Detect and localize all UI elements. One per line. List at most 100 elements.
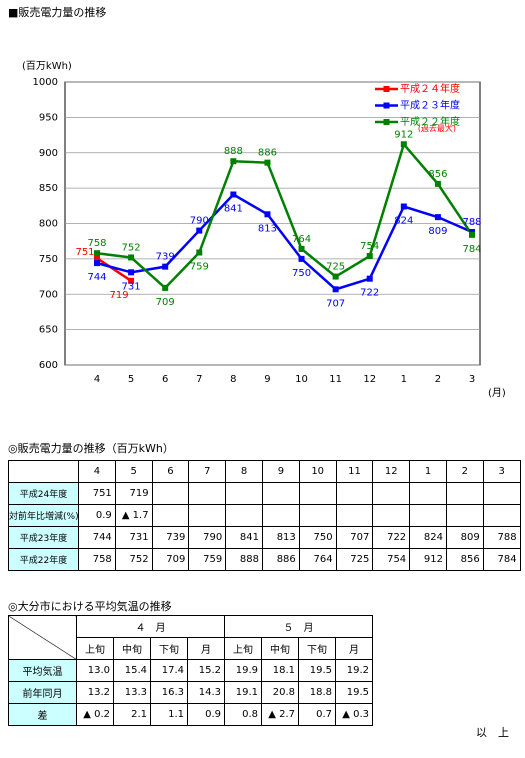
- period-cell: 月: [187, 637, 225, 660]
- data-point: [400, 141, 407, 148]
- table-cell: 18.8: [298, 681, 336, 704]
- data-point: [264, 159, 271, 166]
- table-cell: 790: [188, 526, 227, 549]
- header-cell: 10: [298, 460, 337, 483]
- header-cell: 7: [188, 460, 227, 483]
- row-label: 平均気温: [8, 659, 77, 682]
- data-point: [230, 158, 237, 165]
- legend-label: 平成２２年度: [400, 115, 460, 128]
- table-cell: 2.1: [113, 703, 151, 726]
- x-tick-label: 6: [162, 374, 168, 385]
- data-point: [366, 253, 373, 260]
- table-cell: 0.8: [224, 703, 262, 726]
- table-cell: [409, 504, 447, 527]
- x-tick-label: 3: [469, 374, 475, 385]
- table-cell: 809: [445, 526, 484, 549]
- series-line: [96, 192, 473, 291]
- table-cell: [298, 504, 337, 527]
- table-cell: [445, 504, 484, 527]
- footer: 以 上: [476, 726, 509, 739]
- legend-marker: [383, 86, 390, 92]
- table-cell: 19.2: [335, 659, 373, 682]
- x-tick-label: 7: [196, 374, 202, 385]
- table-cell: 19.5: [298, 659, 336, 682]
- table-cell: 19.5: [335, 681, 373, 704]
- legend-label: 平成２３年度: [400, 99, 460, 112]
- data-label: 764: [292, 234, 311, 245]
- data-label: 841: [224, 203, 243, 214]
- table-cell: 1.1: [150, 703, 188, 726]
- data-point: [434, 214, 441, 221]
- data-point: [162, 263, 169, 270]
- table-cell: [261, 482, 300, 505]
- data-label: 722: [360, 288, 379, 299]
- sales-table: 4 5 6 7 8 9 10 11 12 1 2 3 平成24年度 751 719 対前年比増減(%) 0.9 ▲…: [8, 460, 521, 571]
- x-tick-label: 9: [264, 374, 270, 385]
- data-label: 731: [122, 281, 141, 292]
- header-cell: 4: [78, 460, 116, 483]
- table-cell: [298, 482, 337, 505]
- period-cell: 中旬: [261, 637, 299, 660]
- legend-marker: [383, 119, 390, 125]
- data-label: 824: [394, 216, 413, 227]
- table-cell: ▲ 0.2: [76, 703, 114, 726]
- table-cell: 19.1: [224, 681, 262, 704]
- table-cell: 719: [114, 482, 153, 505]
- row-label: 対前年比増減(%): [8, 504, 79, 527]
- y-tick-label: 900: [39, 148, 58, 159]
- data-point: [128, 269, 135, 276]
- row-label: 平成23年度: [8, 526, 79, 549]
- table-cell: [445, 482, 484, 505]
- header-cell: 12: [372, 460, 411, 483]
- data-label: 707: [326, 298, 345, 309]
- legend-marker: [383, 102, 390, 109]
- table-cell: 788: [482, 526, 521, 549]
- table-cell: 0.9: [78, 504, 116, 527]
- data-label: 912: [394, 129, 413, 140]
- period-cell: 下旬: [298, 637, 336, 660]
- table-cell: 14.3: [187, 681, 225, 704]
- table-cell: 759: [188, 548, 227, 571]
- x-tick-label: 11: [329, 374, 342, 385]
- data-label: 709: [156, 297, 175, 308]
- period-cell: 下旬: [150, 637, 188, 660]
- temperature-table-title: ◎大分市における平均気温の推移: [8, 600, 172, 613]
- header-cell: 1: [409, 460, 447, 483]
- month-cell: ５ 月: [224, 615, 373, 638]
- header-cell: 9: [261, 460, 300, 483]
- data-label: 751: [75, 247, 94, 258]
- data-label: 788: [462, 217, 481, 228]
- header-cell: 11: [335, 460, 374, 483]
- table-cell: 13.0: [76, 659, 114, 682]
- table-cell: 0.9: [187, 703, 225, 726]
- table-cell: [151, 482, 190, 505]
- period-row: 上旬 中旬 下旬月上旬 中旬 下旬月: [9, 637, 373, 660]
- data-point: [230, 191, 237, 198]
- x-axis-label: (月): [488, 387, 506, 399]
- x-tick-label: 5: [128, 374, 134, 385]
- data-point: [469, 231, 475, 238]
- table-cell: 754: [372, 548, 411, 571]
- x-tick-label: 2: [435, 374, 441, 385]
- table-cell: ▲ 2.7: [261, 703, 299, 726]
- table-cell: 758: [78, 548, 116, 571]
- legend-label: 平成２４年度: [400, 82, 460, 95]
- table-cell: 725: [335, 548, 374, 571]
- table-cell: 752: [114, 548, 153, 571]
- data-label: 888: [224, 146, 243, 157]
- table-cell: 751: [78, 482, 116, 505]
- header-row: 4 5 6 7 8 9 10 11 12 1 2 3: [8, 460, 521, 483]
- header-cell: 2: [445, 460, 484, 483]
- y-tick-label: 800: [39, 219, 58, 230]
- data-label: 725: [326, 262, 345, 273]
- period-cell: 上旬: [76, 637, 114, 660]
- data-point: [332, 273, 339, 280]
- data-label: 790: [190, 216, 209, 227]
- data-label: 758: [87, 238, 106, 249]
- row-label: 差: [8, 703, 77, 726]
- table-row: 対前年比増減(%) 0.9 ▲ 1.7: [8, 504, 521, 527]
- chart: (百万kWh) (月) 600 650 700 750 800 850 900 950 1000…: [22, 60, 506, 399]
- data-label: 856: [428, 169, 447, 180]
- data-point: [94, 260, 100, 267]
